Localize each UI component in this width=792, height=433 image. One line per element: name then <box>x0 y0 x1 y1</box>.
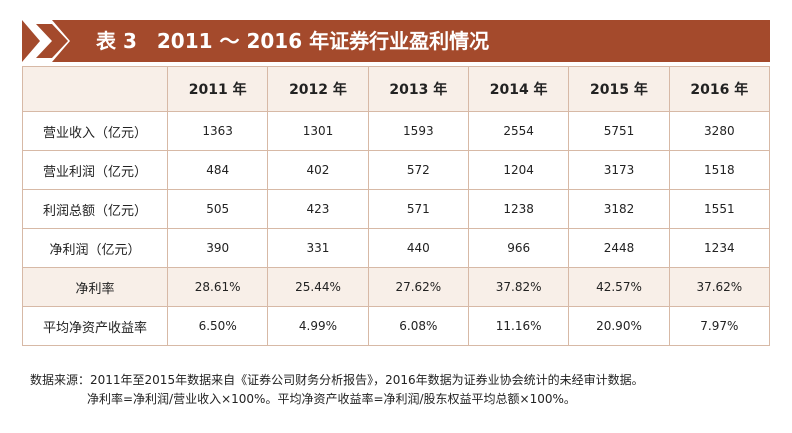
column-header: 2014 年 <box>467 66 570 112</box>
table-row: 营业利润（亿元） 484 402 572 1204 3173 1518 <box>22 150 771 190</box>
table-cell: 37.62% <box>668 267 771 307</box>
row-label: 净利润（亿元） <box>22 228 168 268</box>
chevron-right-icon <box>22 20 70 62</box>
table-cell: 37.82% <box>467 267 570 307</box>
table-cell: 572 <box>367 150 469 190</box>
table-cell: 390 <box>166 228 269 268</box>
row-label: 利润总额（亿元） <box>22 189 168 229</box>
table-row: 净利率 28.61% 25.44% 27.62% 37.82% 42.57% 3… <box>22 267 771 307</box>
column-header <box>22 66 168 112</box>
title-banner <box>22 20 770 62</box>
table-cell: 484 <box>166 150 269 190</box>
profit-table: 2011 年 2012 年 2013 年 2014 年 2015 年 2016 … <box>22 66 771 346</box>
table-cell: 2554 <box>467 111 570 151</box>
table-row: 营业收入（亿元） 1363 1301 1593 2554 5751 3280 <box>22 111 771 151</box>
table-cell: 11.16% <box>467 306 570 346</box>
table-cell: 3280 <box>668 111 771 151</box>
table-cell: 3173 <box>568 150 670 190</box>
table-row: 平均净资产收益率 6.50% 4.99% 6.08% 11.16% 20.90%… <box>22 306 771 346</box>
table-cell: 25.44% <box>267 267 369 307</box>
column-header: 2013 年 <box>367 66 469 112</box>
table-cell: 1551 <box>668 189 771 229</box>
table-row: 利润总额（亿元） 505 423 571 1238 3182 1551 <box>22 189 771 229</box>
column-header: 2011 年 <box>166 66 269 112</box>
table-cell: 28.61% <box>166 267 269 307</box>
table-cell: 2448 <box>568 228 670 268</box>
row-label: 营业收入（亿元） <box>22 111 168 151</box>
table-cell: 1234 <box>668 228 771 268</box>
table-cell: 1363 <box>166 111 269 151</box>
table-cell: 966 <box>467 228 570 268</box>
table-cell: 1518 <box>668 150 771 190</box>
formula-note: 净利率=净利润/营业收入×100%。平均净资产收益率=净利润/股东权益平均总额×… <box>87 392 576 406</box>
table-cell: 20.90% <box>568 306 670 346</box>
source-note: 数据来源：2011年至2015年数据来自《证券公司财务分析报告》，2016年数据… <box>30 373 644 387</box>
row-label: 平均净资产收益率 <box>22 306 168 346</box>
row-label: 净利率 <box>22 267 168 307</box>
table-header-row: 2011 年 2012 年 2013 年 2014 年 2015 年 2016 … <box>22 66 771 112</box>
table-cell: 331 <box>267 228 369 268</box>
table-cell: 423 <box>267 189 369 229</box>
table-cell: 42.57% <box>568 267 670 307</box>
table-cell: 6.50% <box>166 306 269 346</box>
table-cell: 7.97% <box>668 306 771 346</box>
column-header: 2016 年 <box>668 66 771 112</box>
table-title: 表 3 2011 ～ 2016 年证券行业盈利情况 <box>96 29 490 53</box>
table-cell: 440 <box>367 228 469 268</box>
row-label: 营业利润（亿元） <box>22 150 168 190</box>
column-header: 2012 年 <box>267 66 369 112</box>
table-cell: 505 <box>166 189 269 229</box>
column-header: 2015 年 <box>568 66 670 112</box>
table-cell: 1238 <box>467 189 570 229</box>
table-cell: 1204 <box>467 150 570 190</box>
table-cell: 571 <box>367 189 469 229</box>
table-cell: 27.62% <box>367 267 469 307</box>
table-cell: 3182 <box>568 189 670 229</box>
table-cell: 4.99% <box>267 306 369 346</box>
table-cell: 402 <box>267 150 369 190</box>
table-cell: 5751 <box>568 111 670 151</box>
table-cell: 1593 <box>367 111 469 151</box>
table-cell: 6.08% <box>367 306 469 346</box>
table-cell: 1301 <box>267 111 369 151</box>
table-row: 净利润（亿元） 390 331 440 966 2448 1234 <box>22 228 771 268</box>
